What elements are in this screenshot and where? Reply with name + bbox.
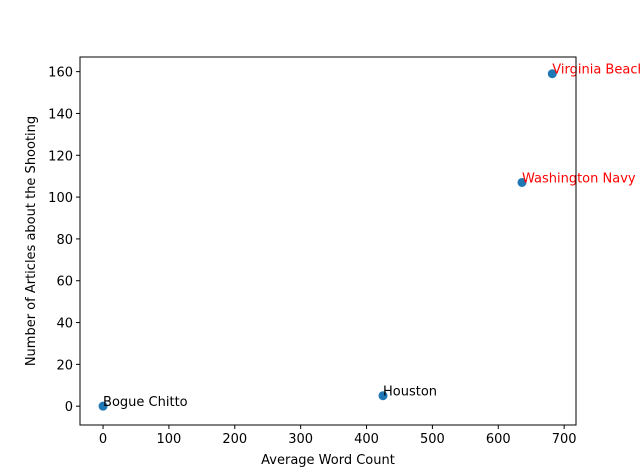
y-tick-label: 40	[56, 317, 73, 332]
x-axis-title: Average Word Count	[261, 453, 395, 468]
data-point-label: Virginia Beach	[552, 63, 640, 78]
y-tick-label: 160	[48, 66, 73, 81]
data-point	[517, 177, 527, 187]
point-labels: Bogue Chitto Houston Washington Navy Yard V…	[103, 63, 640, 410]
plot-area	[80, 57, 576, 425]
x-axis: 0 100 200 300 400 500 600 700	[99, 425, 577, 447]
x-tick-label: 700	[552, 432, 577, 447]
y-axis: 0 20 40 60 80 100 120 140 160	[48, 66, 80, 415]
y-tick-label: 60	[56, 275, 73, 290]
y-tick-label: 0	[65, 400, 73, 415]
x-tick-label: 300	[288, 432, 313, 447]
plot-frame	[79, 56, 577, 426]
data-point	[98, 401, 108, 411]
y-tick-label: 80	[56, 233, 73, 248]
y-tick-label: 140	[48, 107, 73, 122]
x-tick-label: 100	[157, 432, 182, 447]
x-tick-label: 600	[486, 432, 511, 447]
y-tick-label: 100	[48, 191, 73, 206]
x-tick-label: 0	[99, 432, 107, 447]
x-tick-label: 400	[354, 432, 379, 447]
x-tick-label: 500	[420, 432, 445, 447]
data-point-label: Washington Navy Yard	[522, 171, 640, 186]
y-tick-label: 20	[56, 358, 73, 373]
data-point	[378, 391, 388, 401]
data-point-label: Bogue Chitto	[103, 395, 188, 410]
data-point-label: Houston	[383, 385, 437, 400]
data-points	[98, 69, 557, 411]
y-axis-title: Number of Articles about the Shooting	[24, 116, 39, 366]
x-tick-label: 200	[222, 432, 247, 447]
y-tick-label: 120	[48, 149, 73, 164]
data-point	[547, 69, 557, 79]
